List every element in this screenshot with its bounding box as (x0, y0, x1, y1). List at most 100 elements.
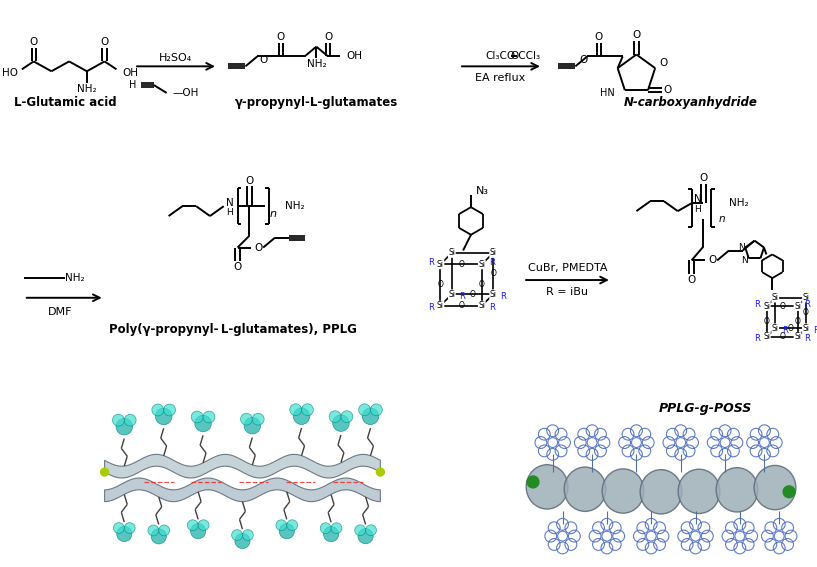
Text: O: O (458, 260, 464, 269)
Circle shape (124, 414, 136, 426)
Text: N: N (738, 243, 744, 252)
Text: O: O (708, 255, 717, 265)
Text: Cl₃CO: Cl₃CO (485, 50, 516, 61)
Circle shape (331, 523, 342, 534)
Text: O: O (470, 290, 475, 299)
Circle shape (117, 526, 132, 541)
Ellipse shape (678, 469, 720, 514)
Text: Si: Si (437, 260, 444, 269)
Text: O: O (324, 32, 333, 42)
Text: O: O (579, 56, 587, 65)
Text: N-carboxyanhydride: N-carboxyanhydride (623, 96, 757, 109)
Text: NH₂: NH₂ (285, 201, 305, 211)
Circle shape (377, 468, 384, 476)
Circle shape (784, 486, 795, 498)
Text: NH₂: NH₂ (729, 198, 748, 208)
Text: Si: Si (794, 332, 801, 341)
Text: R: R (754, 299, 760, 308)
Circle shape (320, 523, 331, 534)
Circle shape (148, 525, 158, 536)
Text: R: R (489, 303, 494, 312)
Text: O: O (277, 32, 285, 42)
Text: Si: Si (772, 324, 779, 333)
Text: NH₂: NH₂ (306, 60, 326, 69)
Ellipse shape (602, 469, 644, 513)
Circle shape (114, 523, 124, 534)
Text: R: R (427, 303, 434, 312)
Text: EA reflux: EA reflux (475, 73, 525, 83)
Text: O: O (779, 302, 785, 311)
Polygon shape (105, 478, 381, 502)
Text: O: O (699, 172, 708, 183)
Text: Si: Si (802, 293, 810, 302)
Text: R: R (427, 258, 434, 267)
Circle shape (358, 528, 373, 544)
Text: R: R (805, 299, 810, 308)
Circle shape (187, 520, 199, 531)
Text: O: O (779, 332, 785, 341)
Text: HN: HN (600, 88, 615, 98)
Text: n: n (719, 214, 725, 224)
Text: O: O (234, 263, 242, 272)
Ellipse shape (717, 468, 758, 512)
Text: R: R (782, 326, 788, 335)
Circle shape (243, 530, 253, 540)
Text: O: O (254, 243, 262, 252)
Text: O: O (632, 30, 641, 40)
Text: Si: Si (489, 290, 497, 299)
Circle shape (240, 413, 252, 425)
Circle shape (290, 404, 301, 416)
Ellipse shape (565, 467, 606, 511)
Circle shape (365, 525, 377, 536)
Circle shape (163, 404, 176, 416)
Text: N: N (225, 198, 234, 208)
Text: Si: Si (763, 332, 770, 341)
Text: H: H (226, 208, 233, 217)
Text: O: O (490, 269, 496, 278)
Text: O: O (795, 317, 801, 326)
Text: N: N (742, 256, 748, 265)
Text: Si: Si (478, 260, 485, 269)
Text: R: R (489, 258, 494, 267)
Text: N₃: N₃ (475, 187, 489, 196)
Text: R: R (805, 335, 810, 343)
Circle shape (232, 530, 243, 540)
Circle shape (152, 404, 163, 416)
Text: PPLG-g-POSS: PPLG-g-POSS (659, 401, 752, 414)
Ellipse shape (641, 469, 682, 514)
Circle shape (324, 527, 339, 541)
Circle shape (234, 534, 250, 549)
Circle shape (158, 525, 170, 536)
Text: O: O (259, 56, 267, 65)
Text: O: O (788, 324, 793, 333)
Circle shape (151, 529, 167, 544)
Text: OH: OH (346, 52, 362, 61)
Circle shape (301, 404, 314, 416)
Text: Si: Si (478, 301, 485, 310)
Text: H₂SO₄: H₂SO₄ (158, 53, 192, 64)
Text: H: H (129, 80, 136, 90)
Text: O: O (663, 85, 672, 95)
Text: O: O (29, 37, 38, 46)
Text: R = iBu: R = iBu (547, 287, 588, 297)
Text: Si: Si (489, 248, 497, 257)
Circle shape (287, 520, 297, 531)
Text: NH₂: NH₂ (77, 84, 96, 94)
Text: Si: Si (449, 290, 455, 299)
Text: OCCl₃: OCCl₃ (510, 50, 540, 61)
Circle shape (341, 411, 353, 422)
Text: Poly(γ-propynyl- L-glutamates), PPLG: Poly(γ-propynyl- L-glutamates), PPLG (109, 323, 356, 336)
Text: HO: HO (2, 68, 18, 78)
Polygon shape (105, 454, 381, 478)
Ellipse shape (754, 466, 796, 510)
Circle shape (252, 413, 264, 425)
Circle shape (527, 476, 539, 488)
Circle shape (203, 411, 215, 423)
Text: H: H (694, 205, 701, 214)
Circle shape (100, 468, 109, 476)
Text: N: N (694, 194, 701, 204)
Text: Si: Si (802, 324, 810, 333)
Circle shape (355, 525, 365, 536)
Text: L-Glutamic acid: L-Glutamic acid (14, 96, 117, 109)
Text: O: O (479, 281, 484, 290)
